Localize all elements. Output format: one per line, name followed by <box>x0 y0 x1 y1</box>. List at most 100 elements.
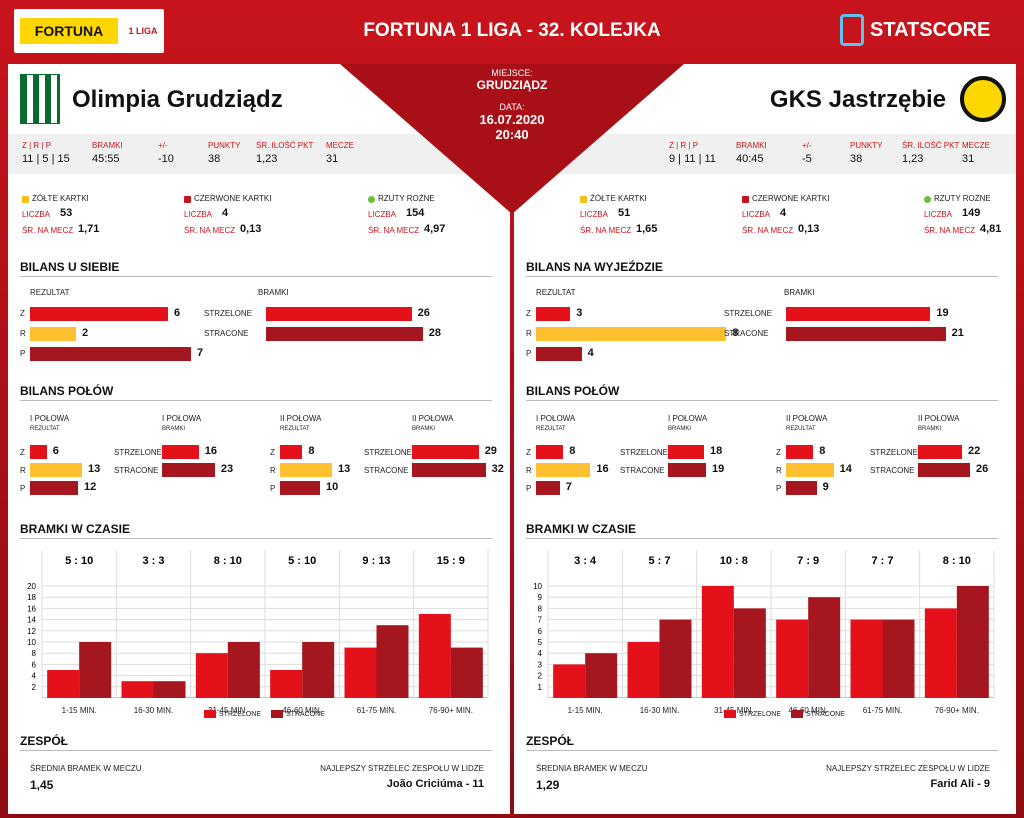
conceded-label: STRACONE <box>724 329 769 338</box>
legend-item: STRZELONE <box>204 710 261 718</box>
yellow-card-icon <box>22 196 29 203</box>
avg-value-1: 0,13 <box>798 223 820 235</box>
chart-legend: STRZELONE STRACONE <box>204 710 335 718</box>
hp: P <box>776 484 782 493</box>
count-value-1: 4 <box>222 207 229 219</box>
half-goals-head-1: II POŁOWA <box>918 414 960 423</box>
scored-bar <box>701 586 734 698</box>
half-0-conceded-value: 19 <box>712 463 725 475</box>
half-1-scored-value: 29 <box>484 445 497 457</box>
stat-value-2: -5 <box>802 153 812 165</box>
score-label: 7 : 7 <box>871 555 893 567</box>
half-goals-head-0: I POŁOWA <box>162 414 202 423</box>
y-tick-label: 2 <box>32 683 37 692</box>
team-title-1: ZESPÓŁ <box>526 734 998 751</box>
category-label-1: 16-30 MIN. <box>639 706 680 715</box>
page-title: FORTUNA 1 LIGA - 32. KOLEJKA <box>363 20 661 41</box>
half-0-conceded-bar <box>162 463 215 477</box>
half-label-1: II POŁOWA <box>280 414 322 423</box>
avg-label-1: ŚR. NA MECZ <box>184 226 236 235</box>
hr: R <box>270 466 276 475</box>
half-result-label-1: REZULTAT <box>786 426 816 432</box>
hp: P <box>526 484 532 493</box>
bilans-conceded-bar <box>266 327 423 341</box>
p-label: P <box>526 349 532 358</box>
card-label-2: RZUTY ROŻNE <box>934 194 991 203</box>
legend-item: STRACONE <box>271 710 325 718</box>
half-result-label-0: REZULTAT <box>536 426 566 432</box>
legend-swatch <box>791 710 804 718</box>
count-label-2: LICZBA <box>368 210 397 219</box>
avg-label-1: ŚR. NA MECZ <box>742 226 794 235</box>
avg-value-0: 1,65 <box>636 223 658 235</box>
half-0-scored-value: 18 <box>710 445 723 457</box>
goals-label-0: BRAMKI <box>258 288 289 297</box>
half-label-0: I POŁOWA <box>536 414 576 423</box>
stat-label-1: BRAMKI <box>736 141 767 150</box>
time-value: 20:40 <box>495 127 529 142</box>
bilans-r-value: 2 <box>82 327 89 339</box>
half-goals-label-1: BRAMKI <box>412 426 436 432</box>
avg-value-0: 1,71 <box>78 223 100 235</box>
conceded-label: STRACONE <box>204 329 249 338</box>
half-1-z-bar <box>280 445 303 459</box>
avg-goals-label-1: ŚREDNIA BRAMEK W MECZU <box>536 764 648 773</box>
category-label-0: 1-15 MIN. <box>61 706 97 715</box>
sponsor-logo: FORTUNA 1 LIGA <box>14 9 164 53</box>
half-0-z-bar <box>536 445 564 459</box>
bilans-z-bar <box>536 307 571 321</box>
y-tick-label: 16 <box>27 604 36 613</box>
hc: STRACONE <box>114 466 159 475</box>
avg-label-2: ŚR. NA MECZ <box>924 226 976 235</box>
score-label: 7 : 9 <box>797 555 819 567</box>
legend-item: STRACONE <box>791 710 845 718</box>
category-label-3: 46-60 MIN. <box>788 706 828 715</box>
stat-label-2: +/- <box>802 141 812 150</box>
red-card-icon <box>742 196 749 203</box>
place-label: MIEJSCE: <box>491 68 533 78</box>
bilans-p-bar <box>536 347 582 361</box>
hr: R <box>20 466 26 475</box>
bilans-title-1: BILANS NA WYJEŹDZIE <box>526 260 998 277</box>
stat-label-1: BRAMKI <box>92 141 123 150</box>
y-tick-label: 5 <box>538 638 543 647</box>
z-label: Z <box>20 309 25 318</box>
scored-bar <box>195 653 228 698</box>
half-0-p-value: 7 <box>565 481 572 493</box>
team-crest-1 <box>960 76 1006 122</box>
team-name-1: GKS Jastrzębie <box>769 86 946 113</box>
y-tick-label: 18 <box>27 593 36 602</box>
hz: Z <box>20 448 25 457</box>
p-label: P <box>20 349 26 358</box>
match-info: MIEJSCE: GRUDZIĄDZ DATA: 16.07.2020 20:4… <box>440 64 584 142</box>
stat-value-4: 1,23 <box>256 153 278 165</box>
stat-label-5: MECZE <box>962 141 990 150</box>
stat-label-4: ŚR. ILOŚĆ PKT <box>256 141 314 150</box>
y-tick-label: 20 <box>27 582 36 591</box>
bilans-r-value: 8 <box>732 327 739 339</box>
half-1-scored-bar <box>918 445 962 459</box>
hz: Z <box>270 448 275 457</box>
score-label: 10 : 8 <box>720 555 748 567</box>
team-title-0: ZESPÓŁ <box>20 734 492 751</box>
count-label-1: LICZBA <box>184 210 213 219</box>
half-goals-label-1: BRAMKI <box>918 426 942 432</box>
scored-bar <box>270 670 303 698</box>
avg-label-0: ŚR. NA MECZ <box>22 226 74 235</box>
half-0-scored-bar <box>162 445 199 459</box>
category-label-2: 31-45 MIN. <box>208 706 248 715</box>
half-0-r-bar <box>30 463 82 477</box>
bilans-conceded-value: 21 <box>951 327 964 339</box>
stat-value-3: 38 <box>850 153 863 165</box>
conceded-bar <box>153 681 186 698</box>
conceded-bar <box>376 625 409 698</box>
hr: R <box>776 466 782 475</box>
hs: STRZELONE <box>620 448 669 457</box>
stat-label-4: ŚR. ILOŚĆ PKT <box>902 141 960 150</box>
y-tick-label: 2 <box>538 672 543 681</box>
score-label: 5 : 10 <box>288 555 316 567</box>
avg-goals-label-0: ŚREDNIA BRAMEK W MECZU <box>30 764 142 773</box>
scored-bar <box>121 681 154 698</box>
half-result-label-1: REZULTAT <box>280 426 310 432</box>
category-label-5: 76-90+ MIN. <box>934 706 979 715</box>
